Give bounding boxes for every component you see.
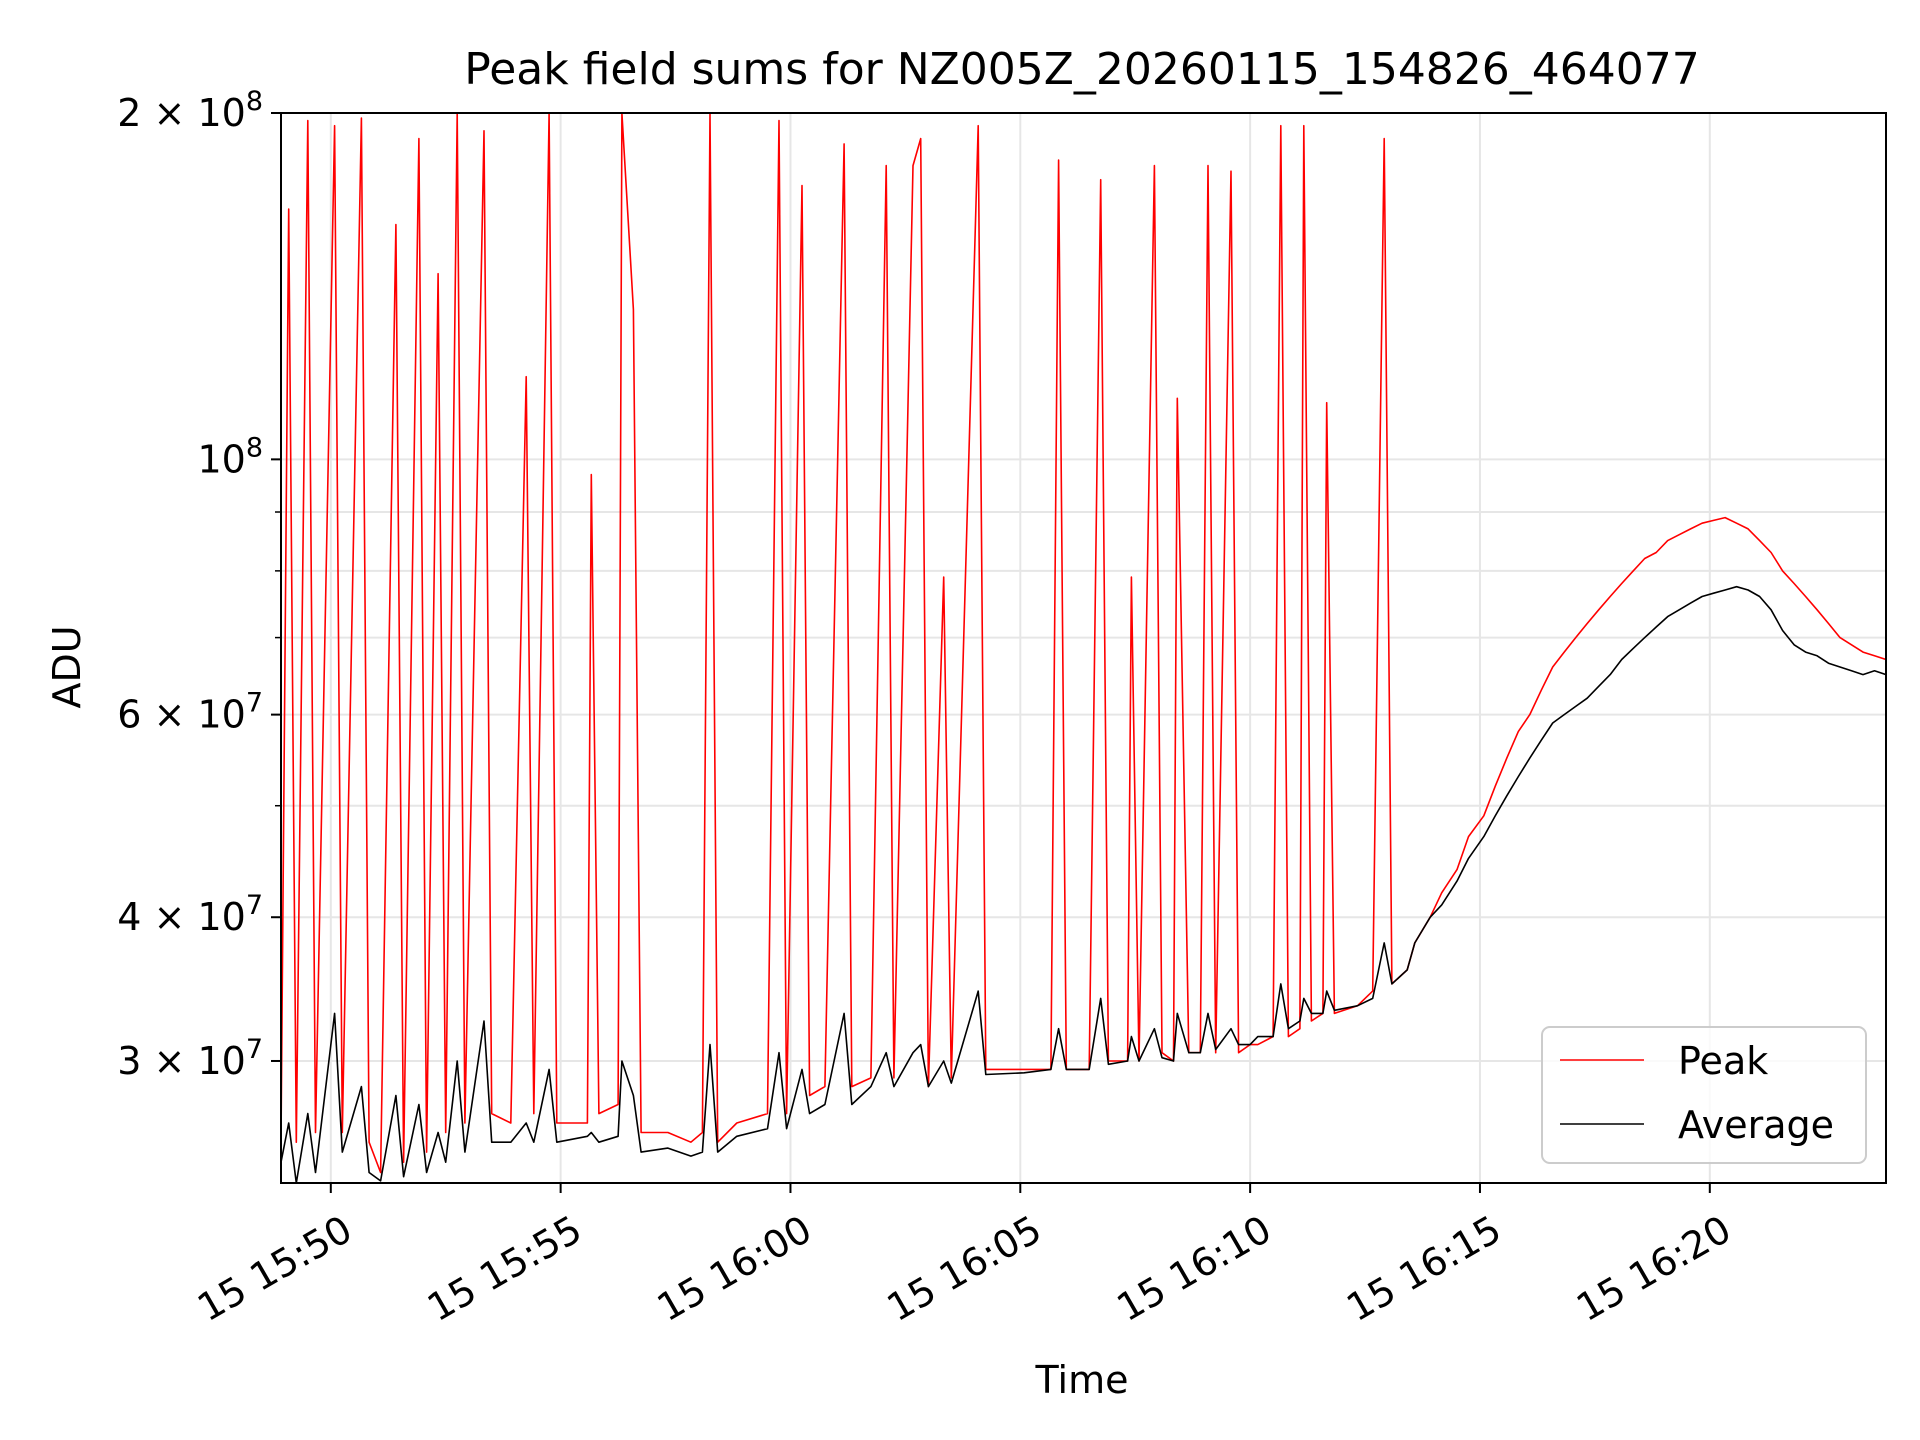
- y-tick-label-base: 3 × 10: [117, 1039, 246, 1083]
- y-tick-label: 6 × 107: [117, 688, 263, 737]
- y-tick-label: 2 × 108: [117, 86, 263, 135]
- plot-frame: [280, 112, 1887, 1184]
- y-tick-label: 108: [197, 432, 263, 481]
- y-axis-label: ADU: [45, 625, 89, 708]
- chart-title: Peak field sums for NZ005Z_20260115_1548…: [464, 44, 1700, 95]
- y-tick-label-exponent: 7: [246, 688, 263, 719]
- grid: [281, 112, 1886, 1183]
- plot-lines: [281, 113, 1886, 1183]
- y-tick-label-base: 10: [197, 437, 245, 481]
- y-tick-label-base: 2 × 10: [117, 91, 246, 135]
- legend-peak-label: Peak: [1678, 1039, 1768, 1083]
- series-line-peak: [281, 113, 1886, 1174]
- x-axis-label: Time: [1035, 1358, 1129, 1402]
- legend-box: [1541, 1026, 1867, 1164]
- y-tick-label-base: 4 × 10: [117, 895, 246, 939]
- y-tick-label-base: 6 × 10: [117, 693, 246, 737]
- y-tick-label-exponent: 7: [246, 1034, 263, 1065]
- y-tick-label-exponent: 8: [246, 86, 263, 117]
- legend-average-label: Average: [1678, 1103, 1834, 1147]
- y-tick-label: 4 × 107: [117, 890, 263, 939]
- series-line-average: [281, 585, 1886, 1183]
- legend[interactable]: Peak Average: [1541, 1026, 1867, 1164]
- y-tick-label: 3 × 107: [117, 1034, 263, 1083]
- y-tick-label-exponent: 8: [246, 432, 263, 463]
- y-tick-label-exponent: 7: [246, 890, 263, 921]
